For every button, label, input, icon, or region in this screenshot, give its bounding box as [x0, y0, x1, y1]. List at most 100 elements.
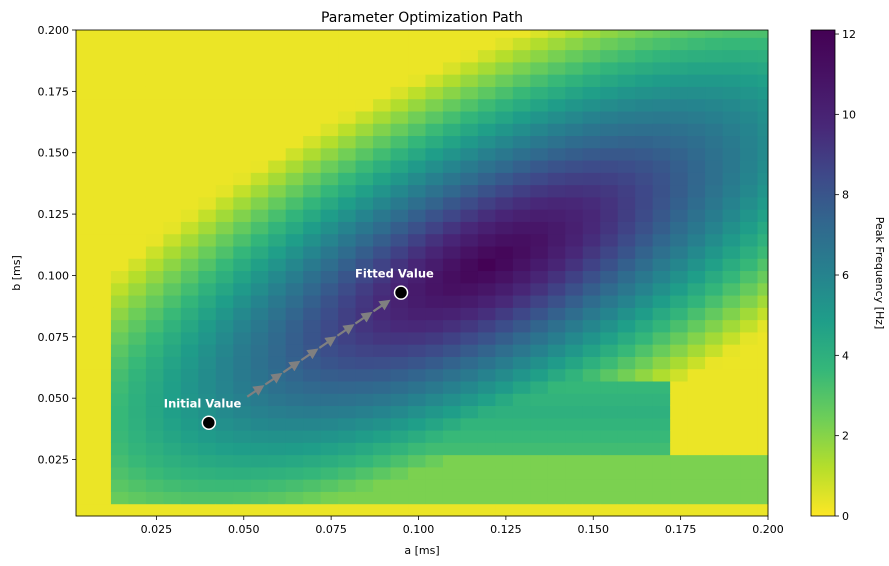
heatmap-cell	[128, 491, 147, 505]
heatmap-cell	[425, 417, 444, 431]
heatmap-cell	[303, 270, 322, 284]
heatmap-cell	[320, 454, 339, 468]
heatmap-cell	[477, 86, 496, 100]
heatmap-cell	[600, 111, 619, 124]
heatmap-cell	[495, 319, 514, 333]
heatmap-cell	[600, 246, 619, 259]
heatmap-cell	[145, 233, 164, 247]
heatmap-cell	[512, 258, 531, 272]
heatmap-cell	[757, 172, 769, 186]
heatmap-cell	[355, 479, 374, 492]
heatmap-cell	[477, 49, 496, 63]
heatmap-cell	[722, 295, 741, 308]
heatmap-cell	[687, 405, 706, 419]
heatmap-cell	[460, 147, 479, 161]
heatmap-cell	[757, 454, 769, 468]
heatmap-cell	[757, 491, 769, 505]
heatmap-cell	[198, 135, 217, 149]
heatmap-cell	[338, 417, 357, 431]
heatmap-cell	[285, 405, 304, 419]
heatmap-cell	[495, 172, 514, 186]
heatmap-cell	[547, 160, 566, 173]
heatmap-cell	[670, 160, 689, 173]
heatmap-cell	[530, 356, 549, 370]
heatmap-cell	[477, 196, 496, 210]
heatmap-cell	[425, 331, 444, 345]
heatmap-cell	[722, 430, 741, 443]
heatmap-cell	[373, 430, 392, 443]
heatmap-cell	[635, 160, 654, 173]
heatmap-cell	[390, 184, 409, 198]
path-arrow	[318, 336, 337, 349]
heatmap-cell	[757, 111, 769, 124]
heatmap-cell	[268, 356, 287, 370]
heatmap-cell	[442, 442, 461, 456]
heatmap-cell	[128, 442, 147, 456]
heatmap-cell	[408, 307, 426, 321]
heatmap-cell	[198, 344, 217, 357]
heatmap-cell	[442, 233, 461, 247]
heatmap-cell	[373, 417, 392, 431]
heatmap-cell	[373, 160, 392, 173]
heatmap-cell	[705, 307, 724, 321]
heatmap-cell	[757, 466, 769, 480]
heatmap-cell	[477, 442, 496, 456]
heatmap-cell	[355, 454, 374, 468]
heatmap-cell	[180, 221, 199, 235]
heatmap-cell	[303, 368, 322, 382]
heatmap-cell	[687, 160, 706, 173]
heatmap-cell	[460, 74, 479, 87]
y-tick-label: 0.075	[38, 331, 70, 344]
heatmap-cell	[268, 491, 287, 505]
heatmap-cell	[547, 30, 566, 38]
heatmap-cell	[495, 221, 514, 235]
heatmap-cell	[390, 258, 409, 272]
heatmap-cell	[128, 74, 147, 87]
heatmap-cell	[705, 368, 724, 382]
heatmap-cell	[582, 196, 601, 210]
heatmap-cell	[565, 331, 584, 345]
heatmap-cell	[687, 430, 706, 443]
heatmap-cell	[285, 184, 304, 198]
heatmap-cell	[180, 319, 199, 333]
heatmap-cell	[670, 479, 689, 492]
heatmap-cell	[740, 111, 759, 124]
heatmap-cell	[600, 258, 619, 272]
heatmap-cell	[425, 344, 444, 357]
heatmap-cell	[617, 209, 636, 222]
heatmap-cell	[442, 258, 461, 272]
heatmap-cell	[198, 381, 217, 394]
heatmap-cell	[740, 479, 759, 492]
heatmap-cell	[530, 368, 549, 382]
heatmap-cell	[705, 319, 724, 333]
heatmap-cell	[617, 454, 636, 468]
heatmap-cell	[215, 466, 234, 480]
heatmap-cell	[355, 49, 374, 63]
heatmap-cell	[180, 405, 199, 419]
heatmap-cell	[163, 233, 182, 247]
heatmap-cell	[233, 123, 252, 137]
heatmap-cell	[652, 356, 671, 370]
heatmap-cell	[338, 209, 357, 222]
heatmap-cell	[338, 160, 357, 173]
heatmap-cell	[670, 172, 689, 186]
heatmap-cell	[408, 393, 426, 407]
heatmap-cell	[215, 111, 234, 124]
heatmap-cell	[442, 270, 461, 284]
heatmap-cell	[460, 442, 479, 456]
heatmap-cell	[390, 30, 409, 38]
heatmap-cell	[285, 466, 304, 480]
heatmap-cell	[373, 111, 392, 124]
heatmap-cell	[705, 233, 724, 247]
heatmap-cell	[408, 86, 426, 100]
heatmap-cell	[373, 466, 392, 480]
heatmap-cell	[600, 442, 619, 456]
heatmap-cell	[180, 196, 199, 210]
heatmap-cell	[512, 209, 531, 222]
heatmap-cell	[355, 61, 374, 75]
heatmap-cell	[373, 74, 392, 87]
heatmap-cell	[670, 270, 689, 284]
heatmap-cell	[163, 430, 182, 443]
heatmap-cell	[705, 172, 724, 186]
heatmap-cell	[705, 331, 724, 345]
